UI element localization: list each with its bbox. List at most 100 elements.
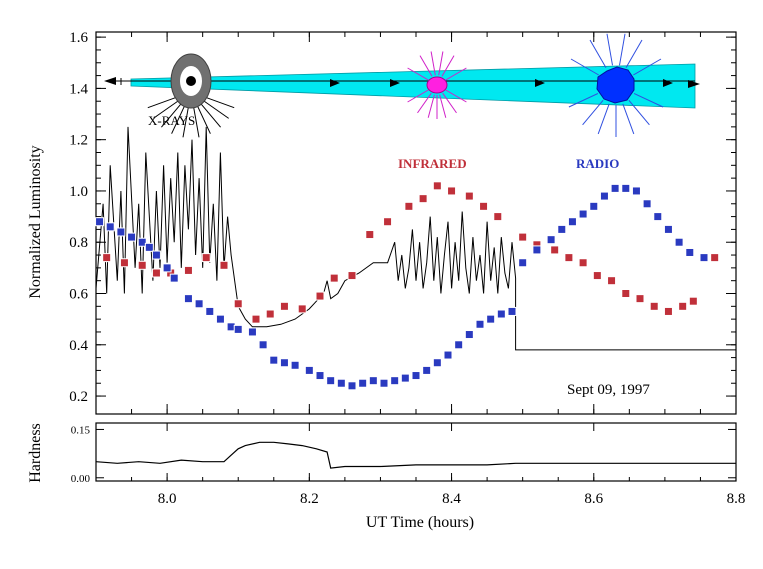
jet-arrowhead <box>663 79 673 87</box>
radio-point <box>567 217 577 227</box>
infrared-point <box>201 253 211 263</box>
y-tick-label: 0.2 <box>69 389 88 405</box>
jet-left-arrowhead <box>104 77 116 85</box>
emission-ray <box>196 104 211 134</box>
emission-ray <box>427 94 435 118</box>
radio-point <box>422 365 432 375</box>
x-tick-label: 8.4 <box>442 491 461 507</box>
radio-point <box>233 324 243 334</box>
luminosity-axes: 0.2 0.4 0.6 0.8 1.0 1.2 1.4 1.6 <box>69 30 737 414</box>
radio-point <box>674 237 684 247</box>
radio-point <box>269 355 279 365</box>
infrared-point <box>265 309 275 319</box>
emission-ray <box>441 55 455 77</box>
radio-point <box>127 232 137 242</box>
radio-point <box>290 360 300 370</box>
radio-point <box>599 191 609 201</box>
infrared-point <box>347 271 357 281</box>
emission-ray <box>442 92 457 114</box>
infrared-point <box>183 265 193 275</box>
radio-point <box>247 327 257 337</box>
radio-point <box>169 273 179 283</box>
radio-point <box>379 378 389 388</box>
y-tick-label: 0.8 <box>69 235 88 251</box>
infrared-series <box>102 181 720 324</box>
radio-point <box>610 183 620 193</box>
radio-point <box>194 299 204 309</box>
radio-point <box>443 350 453 360</box>
infrared-point <box>464 191 474 201</box>
x-tick-label: 8.0 <box>158 491 177 507</box>
emission-ray <box>570 58 599 76</box>
infrared-point <box>251 314 261 324</box>
infrared-point <box>578 258 588 268</box>
infrared-point <box>137 260 147 270</box>
emission-ray <box>153 99 180 119</box>
emission-ray <box>204 96 235 109</box>
radio-point <box>653 212 663 222</box>
emission-ray <box>582 99 604 126</box>
infrared-point <box>550 245 560 255</box>
jet-cone <box>130 63 696 109</box>
radio-point <box>532 245 542 255</box>
emission-ray <box>407 89 429 103</box>
radio-point <box>518 258 528 268</box>
infrared-point <box>279 301 289 311</box>
x-axis-title: UT Time (hours) <box>366 514 474 531</box>
radio-point <box>400 373 410 383</box>
infrared-point <box>404 201 414 211</box>
radio-point <box>454 340 464 350</box>
radio-point <box>685 247 695 257</box>
hardness-axes: 0.00 0.15 8.0 8.2 8.4 8.6 8.8 <box>71 423 745 507</box>
emission-ray <box>633 93 664 108</box>
infrared-point <box>102 253 112 263</box>
infrared-point <box>635 294 645 304</box>
xray-source-icon <box>147 53 235 138</box>
emission-ray <box>407 67 429 81</box>
radio-point <box>358 378 368 388</box>
radio-point <box>464 330 474 340</box>
infrared-point <box>383 217 393 227</box>
radio-point <box>116 227 126 237</box>
emission-ray <box>445 67 467 81</box>
jet-arrowhead <box>330 79 340 87</box>
date-annotation: Sept 09, 1997 <box>567 382 650 398</box>
radio-point <box>258 340 268 350</box>
radio-point <box>137 237 147 247</box>
hardness-y-tick-label: 0.15 <box>71 424 91 436</box>
y-tick-label: 1.2 <box>69 133 88 149</box>
hardness-curve <box>95 441 736 469</box>
hardness-plot-frame <box>95 422 737 482</box>
emission-ray <box>417 92 432 114</box>
radio-point <box>475 319 485 329</box>
infrared-point <box>233 299 243 309</box>
emission-ray <box>171 104 186 134</box>
radio-point <box>507 306 517 316</box>
y-tick-label: 0.4 <box>69 338 88 354</box>
emission-ray <box>568 93 599 108</box>
infrared-point <box>710 253 720 263</box>
emission-ray <box>199 102 221 128</box>
emission-ray <box>628 99 650 126</box>
infrared-point <box>564 253 574 263</box>
infrared-point <box>432 181 442 191</box>
radio-point <box>557 224 567 234</box>
emission-ray <box>161 102 183 128</box>
radio-point <box>279 358 289 368</box>
infrared-point <box>688 296 698 306</box>
radio-point <box>621 183 631 193</box>
x-tick-label: 8.6 <box>584 491 603 507</box>
infrared-point <box>607 276 617 286</box>
infrared-point <box>663 306 673 316</box>
emission-ray <box>202 99 229 119</box>
radio-point <box>390 376 400 386</box>
radio-point <box>336 378 346 388</box>
emission-ray <box>147 96 178 109</box>
emission-ray <box>430 51 436 76</box>
y-tick-label: 1.6 <box>69 30 88 46</box>
y-tick-label: 1.4 <box>69 81 88 97</box>
radio-point <box>368 376 378 386</box>
radio-label: RADIO <box>576 156 619 171</box>
radio-point <box>95 217 105 227</box>
